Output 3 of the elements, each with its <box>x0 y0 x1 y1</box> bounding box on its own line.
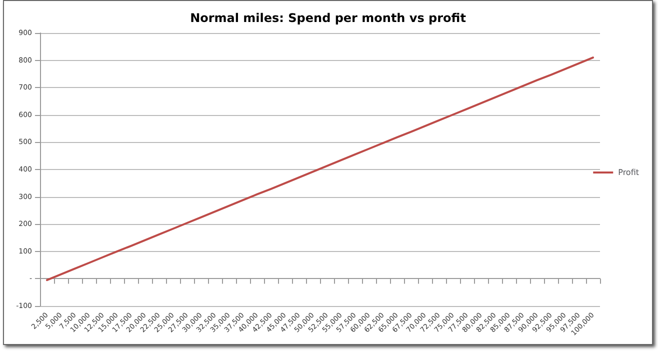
chart-title: Normal miles: Spend per month vs profit <box>190 11 466 25</box>
line-series <box>46 56 594 282</box>
legend-label: Profit <box>618 168 640 177</box>
